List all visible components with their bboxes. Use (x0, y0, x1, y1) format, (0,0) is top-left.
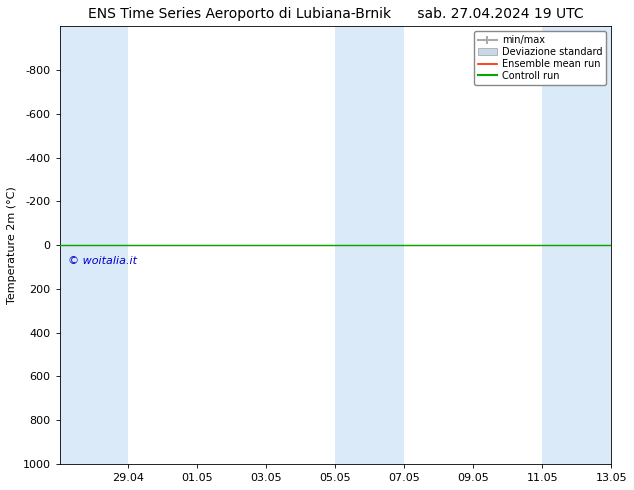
Title: ENS Time Series Aeroporto di Lubiana-Brnik      sab. 27.04.2024 19 UTC: ENS Time Series Aeroporto di Lubiana-Brn… (87, 7, 583, 21)
Bar (60, 26, 129, 464)
Text: © woitalia.it: © woitalia.it (68, 256, 137, 266)
Bar (542, 26, 611, 464)
Bar (335, 26, 404, 464)
Y-axis label: Temperature 2m (°C): Temperature 2m (°C) (7, 186, 17, 304)
Legend: min/max, Deviazione standard, Ensemble mean run, Controll run: min/max, Deviazione standard, Ensemble m… (474, 31, 606, 85)
